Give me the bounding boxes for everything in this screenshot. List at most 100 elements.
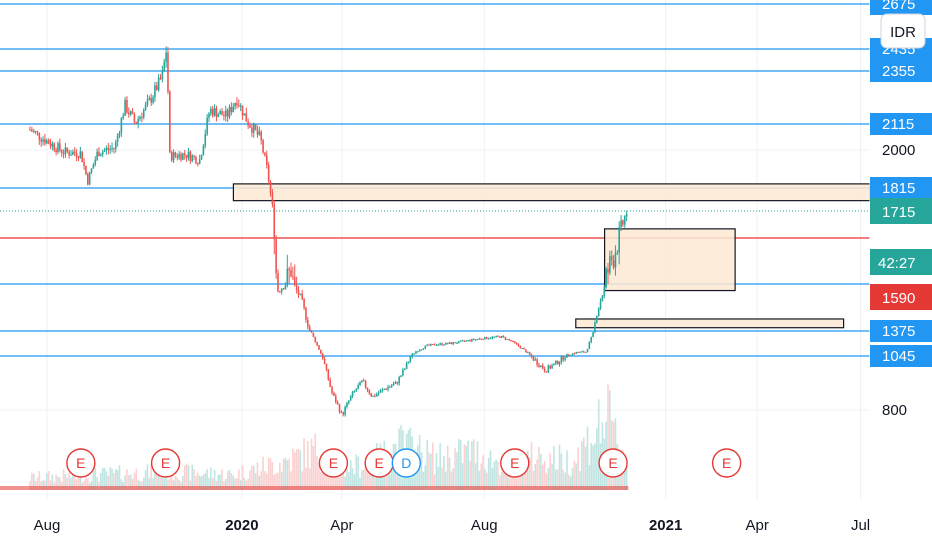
candle-body <box>400 375 402 378</box>
volume-bar <box>133 472 136 490</box>
volume-bar <box>596 428 598 490</box>
volume-bar <box>241 465 244 490</box>
earnings-marker[interactable] <box>598 448 628 478</box>
candle-body <box>584 352 587 354</box>
volume-bar <box>230 473 233 490</box>
volume-bar <box>433 474 436 490</box>
candle-body <box>128 112 130 115</box>
volume-bar <box>62 469 65 490</box>
volume-bar <box>98 481 100 490</box>
dividend-marker[interactable] <box>391 448 421 478</box>
volume-bar <box>36 477 39 490</box>
candle-body <box>144 104 147 110</box>
candle-body <box>226 110 229 117</box>
candle-body <box>392 383 395 386</box>
zone-box <box>575 318 845 329</box>
volume-bar <box>267 457 270 490</box>
event-marker-label: E <box>329 455 338 471</box>
volume-bar <box>249 470 251 490</box>
candle-body <box>251 127 253 133</box>
candle-body <box>133 113 136 122</box>
candle-body <box>553 363 555 366</box>
candle-body <box>443 344 445 346</box>
earnings-marker[interactable] <box>500 448 530 478</box>
candle-body <box>536 359 538 365</box>
volume-bar <box>484 468 486 490</box>
volume-bar <box>265 473 268 490</box>
volume-bar <box>299 450 302 490</box>
earnings-marker[interactable] <box>150 448 181 478</box>
time-tick-label: Apr <box>330 517 353 534</box>
currency-badge[interactable] <box>880 13 926 49</box>
volume-bar <box>623 464 626 490</box>
volume-bar <box>486 472 488 490</box>
candle-body <box>370 393 373 397</box>
candle-body <box>459 340 462 342</box>
level-price-label: 1375 <box>882 323 915 340</box>
volume-bar <box>534 464 537 490</box>
volume-bar <box>228 469 231 490</box>
volume-bar <box>279 462 281 490</box>
candle-body <box>478 338 481 340</box>
volume-bar <box>364 464 367 490</box>
volume-bar <box>34 481 37 490</box>
volume-bar <box>60 481 63 490</box>
time-tick-label: Apr <box>745 517 768 534</box>
volume-bar <box>44 480 46 490</box>
volume-bar <box>355 454 358 490</box>
volume-bar <box>301 471 304 490</box>
earnings-marker[interactable] <box>66 448 96 478</box>
candle-body <box>198 159 201 164</box>
candle-body <box>126 99 128 113</box>
volume-bar <box>625 464 628 490</box>
volume-bar <box>325 473 328 490</box>
volume-bar <box>129 474 132 490</box>
candle-body <box>603 286 606 296</box>
earnings-marker[interactable] <box>711 448 742 478</box>
candle-body <box>59 143 61 151</box>
candle-body <box>491 336 494 339</box>
volume-bar <box>101 467 104 490</box>
candle-body <box>189 151 192 161</box>
volume-bar <box>51 474 54 490</box>
candle-body <box>163 61 166 72</box>
volume-bar <box>239 480 242 490</box>
volume-bar <box>202 474 205 490</box>
volume-bar <box>551 463 553 490</box>
event-marker-label: D <box>401 455 411 471</box>
time-tick-label: 2021 <box>649 517 682 534</box>
candle-body <box>228 106 231 117</box>
volume-bars <box>0 384 629 490</box>
zone-box <box>604 228 736 292</box>
candle-body <box>75 153 78 157</box>
candle-body <box>137 118 139 124</box>
volume-bar <box>254 472 257 490</box>
volume-bar <box>72 468 74 490</box>
candle-body <box>254 124 257 130</box>
volume-bar <box>264 471 266 490</box>
volume-bar <box>146 464 149 490</box>
level-price-tag <box>870 320 932 342</box>
candle-body <box>560 355 563 362</box>
candle-body <box>85 165 87 174</box>
earnings-marker[interactable] <box>318 448 349 478</box>
candle-body <box>321 353 324 359</box>
volume-bar <box>135 468 138 490</box>
candle-body <box>564 357 566 360</box>
candle-body <box>359 381 361 386</box>
candle-body <box>577 352 579 354</box>
volume-bar <box>420 452 423 490</box>
volume-bar <box>83 480 85 490</box>
volume-bar <box>111 468 113 490</box>
candle-body <box>569 355 572 357</box>
volume-bar <box>506 467 509 490</box>
candle-body <box>377 392 380 395</box>
candle-body <box>554 360 557 364</box>
candle-body <box>353 390 356 392</box>
volume-bar <box>342 463 345 490</box>
candle-body <box>42 139 44 142</box>
candle-body <box>333 393 335 396</box>
volume-bar <box>150 463 152 490</box>
candle-body <box>348 400 350 403</box>
volume-bar <box>193 469 195 490</box>
